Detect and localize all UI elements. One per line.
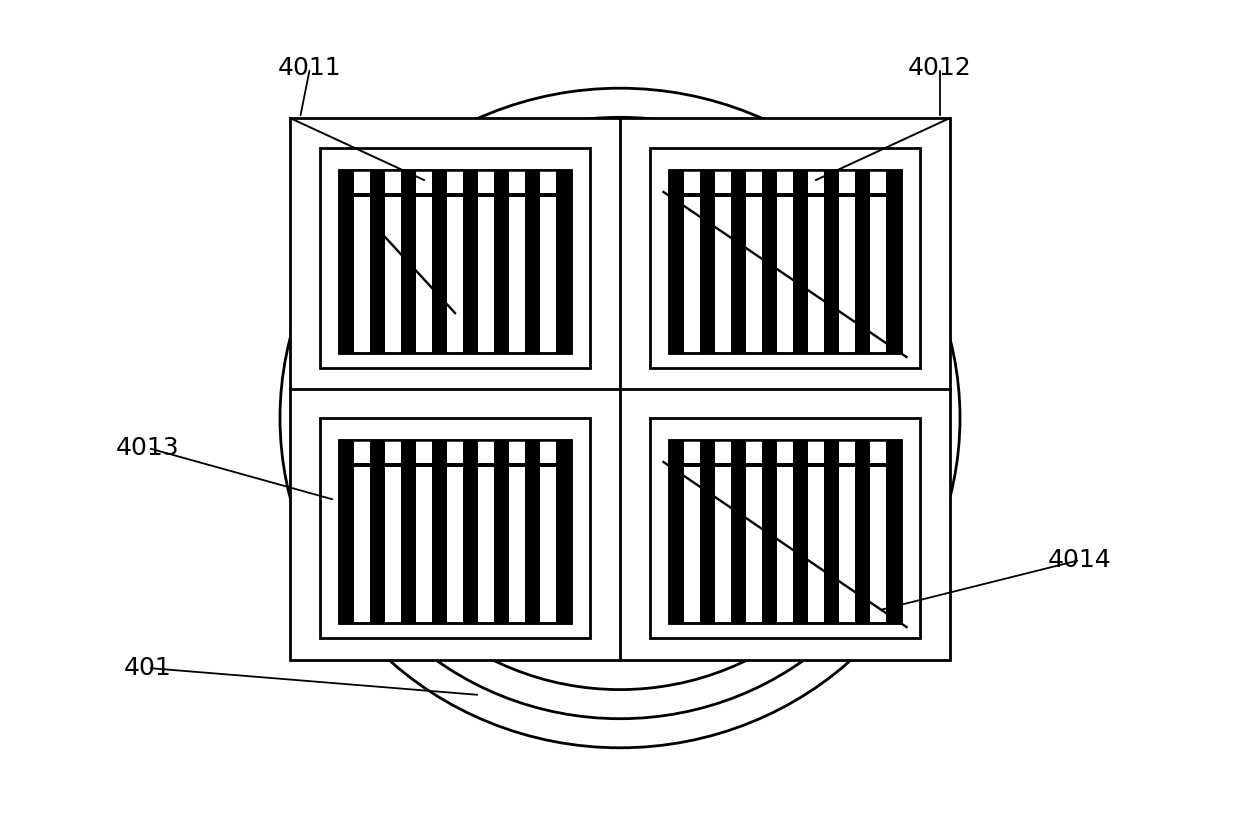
Bar [854, 468, 870, 623]
Bar [777, 440, 792, 463]
Bar [823, 468, 839, 623]
Bar [870, 170, 885, 193]
Bar [684, 440, 699, 463]
Text: 4012: 4012 [908, 56, 972, 80]
Text: 4014: 4014 [1048, 548, 1112, 572]
Bar [417, 440, 432, 463]
Bar [463, 197, 479, 352]
Bar [668, 170, 901, 352]
Bar [808, 440, 823, 463]
Bar [808, 170, 823, 193]
Bar [556, 468, 572, 623]
Bar [715, 170, 730, 193]
Bar [320, 148, 590, 368]
Bar [730, 468, 746, 623]
Bar [715, 440, 730, 463]
Bar [290, 118, 950, 660]
Bar [339, 440, 572, 623]
Bar [746, 440, 761, 463]
Bar [761, 468, 777, 623]
Bar [746, 170, 761, 193]
Bar [448, 170, 463, 193]
Bar [525, 468, 541, 623]
Bar [448, 440, 463, 463]
Bar [668, 440, 901, 468]
Bar [650, 418, 920, 638]
Bar [699, 197, 715, 352]
Bar [541, 170, 556, 193]
Bar [870, 440, 885, 463]
Bar [370, 197, 386, 352]
Bar [463, 468, 479, 623]
Text: 4011: 4011 [278, 56, 342, 80]
Text: 4013: 4013 [117, 436, 180, 460]
Bar [699, 468, 715, 623]
Bar [885, 468, 901, 623]
Bar [684, 170, 699, 193]
Bar [494, 468, 510, 623]
Bar [668, 170, 901, 352]
Bar [650, 148, 920, 368]
Bar [370, 468, 386, 623]
Bar [432, 468, 448, 623]
Bar [339, 170, 572, 352]
Bar [777, 170, 792, 193]
Bar [885, 197, 901, 352]
Bar [668, 468, 684, 623]
Bar [494, 197, 510, 352]
Bar [668, 170, 901, 197]
Bar [320, 418, 590, 638]
Bar [668, 440, 901, 623]
Bar [668, 440, 901, 623]
Bar [479, 170, 494, 193]
Bar [401, 468, 417, 623]
Bar [839, 170, 854, 193]
Bar [510, 170, 525, 193]
Bar [339, 170, 572, 352]
Bar [823, 197, 839, 352]
Text: 401: 401 [124, 656, 172, 680]
Bar [792, 197, 808, 352]
Bar [854, 197, 870, 352]
Bar [792, 468, 808, 623]
Bar [541, 440, 556, 463]
Bar [556, 197, 572, 352]
Bar [730, 197, 746, 352]
Bar [839, 440, 854, 463]
Bar [401, 197, 417, 352]
Bar [417, 170, 432, 193]
Bar [339, 440, 572, 623]
Bar [339, 170, 572, 197]
Bar [355, 170, 370, 193]
Bar [432, 197, 448, 352]
Bar [761, 197, 777, 352]
Bar [339, 197, 355, 352]
Bar [339, 440, 572, 468]
Bar [386, 170, 401, 193]
Bar [479, 440, 494, 463]
Bar [386, 440, 401, 463]
Bar [525, 197, 541, 352]
Bar [339, 468, 355, 623]
Bar [355, 440, 370, 463]
Bar [510, 440, 525, 463]
Bar [668, 197, 684, 352]
